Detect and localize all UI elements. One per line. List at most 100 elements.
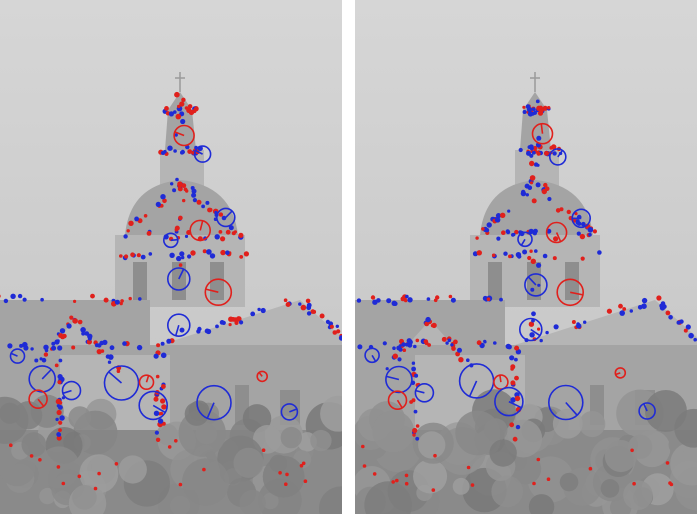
keypoint-dot <box>170 182 174 186</box>
keypoint-dot <box>415 436 420 441</box>
keypoint-dot <box>71 345 76 350</box>
keypoint-dot <box>220 249 226 256</box>
keypoint-dot <box>486 222 492 228</box>
keypoint-dot <box>153 396 159 402</box>
tree-foliage <box>184 401 209 426</box>
keypoint-dot <box>228 225 234 231</box>
keypoint-dot <box>167 145 173 151</box>
belfry-window <box>488 262 502 300</box>
keypoint-dot <box>97 343 102 348</box>
keypoint-dot <box>179 251 185 257</box>
keypoint-dot <box>153 353 159 359</box>
keypoint-dot <box>157 418 164 424</box>
keypoint-dot <box>466 358 470 363</box>
keypoint-dot <box>181 255 185 260</box>
keypoint-dot <box>161 151 165 155</box>
tree-foliage <box>489 439 517 467</box>
keypoint-dot <box>51 345 57 351</box>
keypoint-dot <box>218 230 223 234</box>
keypoint-dot <box>522 105 526 109</box>
keypoint-dot <box>536 163 540 167</box>
keypoint-circle <box>138 390 168 421</box>
keypoint-dot <box>180 150 184 155</box>
keypoint-dot <box>56 432 62 437</box>
keypoint-dot <box>225 250 230 255</box>
keypoint-dot <box>181 97 186 103</box>
keypoint-dot <box>536 151 541 156</box>
keypoint-dot <box>136 344 143 351</box>
keypoint-orientation <box>289 408 298 413</box>
keypoint-circle <box>167 267 191 291</box>
tree-foliage <box>600 479 620 498</box>
keypoint-dot <box>197 326 202 332</box>
tree-foliage <box>413 459 448 494</box>
keypoint-dot <box>514 375 519 381</box>
keypoint-circle <box>524 273 548 297</box>
keypoint-dot <box>155 201 161 207</box>
keypoint-dot <box>536 262 542 268</box>
keypoint-dot <box>505 343 511 350</box>
keypoint-dot <box>526 106 533 113</box>
keypoint-orientation <box>41 368 52 380</box>
tree-foliage <box>0 449 36 487</box>
tree-foliage <box>262 492 279 510</box>
keypoint-dot <box>59 328 66 334</box>
keypoint-dot <box>415 338 420 343</box>
keypoint-dot <box>532 481 536 486</box>
keypoint-circle <box>385 365 413 394</box>
keypoint-dot <box>575 221 579 225</box>
keypoint-dot <box>34 358 39 363</box>
keypoint-dot <box>136 253 141 258</box>
keypoint-orientation <box>468 380 478 397</box>
keypoint-dot <box>174 228 179 232</box>
keypoint-dot <box>40 297 44 302</box>
right-photo-with-features <box>355 0 697 514</box>
keypoint-dot <box>482 295 488 301</box>
keypoint-orientation <box>225 210 233 218</box>
keypoint-dot <box>107 360 112 364</box>
keypoint-dot <box>544 150 549 156</box>
keypoint-dot <box>161 404 167 410</box>
keypoint-dot <box>531 150 536 155</box>
keypoint-dot <box>520 190 527 197</box>
keypoint-dot <box>618 303 623 309</box>
keypoint-dot <box>278 471 282 475</box>
keypoint-dot <box>169 252 175 258</box>
keypoint-dot <box>184 234 189 238</box>
keypoint-dot <box>392 346 396 351</box>
keypoint-circle <box>614 367 627 379</box>
keypoint-dot <box>221 215 227 221</box>
keypoint-dot <box>325 319 330 324</box>
keypoint-dot <box>215 324 219 329</box>
keypoint-dot <box>30 347 34 351</box>
keypoint-dot <box>299 463 304 468</box>
keypoint-dot <box>196 199 202 205</box>
keypoint-dot <box>356 298 362 303</box>
keypoint-dot <box>665 310 671 316</box>
keypoint-dot <box>559 207 564 212</box>
keypoint-dot <box>228 323 232 327</box>
keypoint-dot <box>43 344 49 350</box>
keypoint-circle <box>519 317 543 342</box>
keypoint-dot <box>164 106 169 111</box>
keypoint-dot <box>546 477 551 482</box>
keypoint-dot <box>510 397 516 403</box>
keypoint-dot <box>44 348 49 353</box>
keypoint-dot <box>239 320 244 325</box>
keypoint-dot <box>483 339 487 343</box>
keypoint-dot <box>496 236 501 241</box>
keypoint-dot <box>566 209 571 215</box>
keypoint-orientation <box>540 123 544 134</box>
keypoint-dot <box>160 352 167 359</box>
keypoint-dot <box>531 107 536 112</box>
keypoint-dot <box>214 210 218 215</box>
keypoint-dot <box>542 105 548 111</box>
keypoint-dot <box>515 424 521 430</box>
keypoint-dot <box>583 320 587 324</box>
feature-overlay <box>356 99 697 492</box>
keypoint-dot <box>153 410 160 416</box>
keypoint-dot <box>395 478 399 483</box>
keypoint-dot <box>301 461 306 466</box>
keypoint-dot <box>209 253 216 259</box>
keypoint-orientation <box>570 291 584 296</box>
